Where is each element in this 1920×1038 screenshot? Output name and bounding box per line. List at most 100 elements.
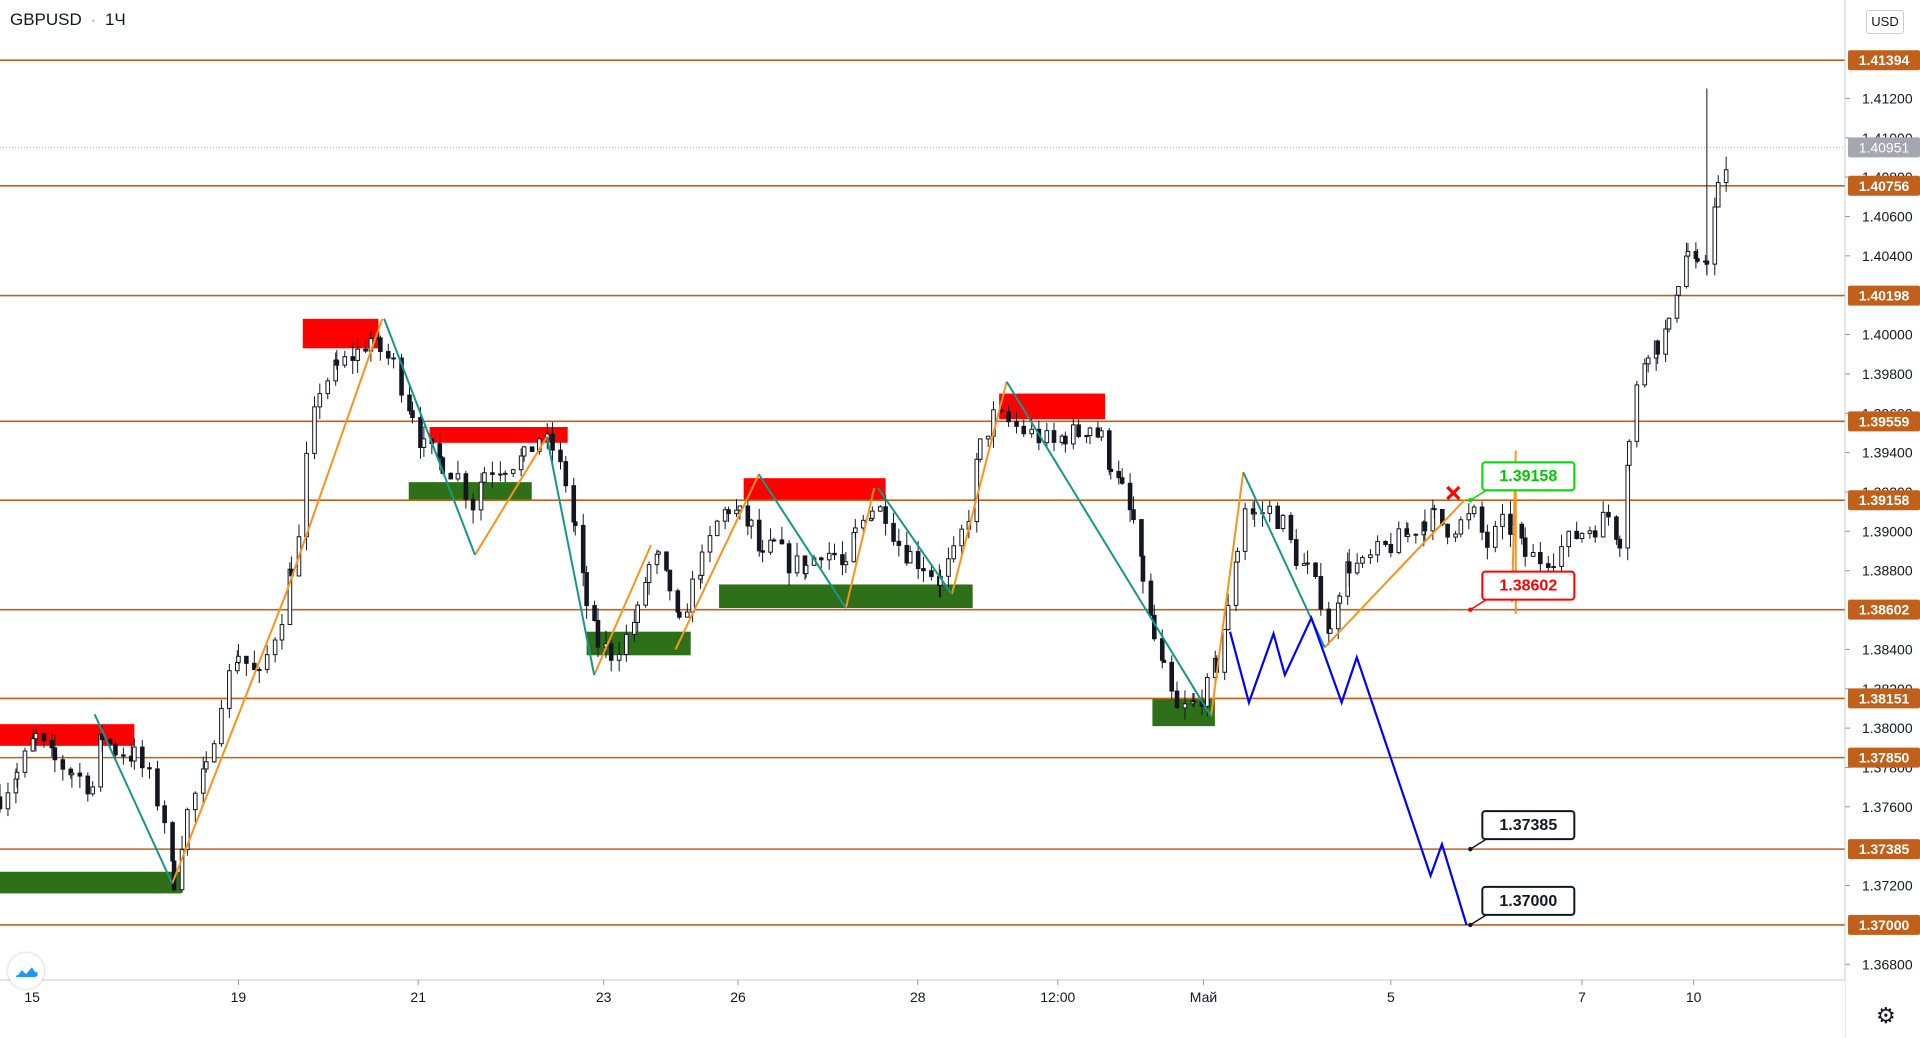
x-tick-label: 7 [1578,989,1586,1005]
forecast-labels-layer: 1.39158 1.38602 1.37385 1.37000 [1468,461,1576,928]
candle-body [1119,477,1125,484]
zones-layer [0,318,1215,894]
candle-body [707,535,713,553]
callout-box [1481,810,1576,841]
candle-body [1538,551,1543,565]
candle-body [1676,285,1681,296]
candle-body [30,738,36,752]
candle-body [915,551,921,570]
impulse-up-line [674,473,760,650]
supply-zone [999,393,1106,420]
candle-body [771,539,777,542]
candle-body [794,555,800,574]
candle-body [1161,659,1167,663]
current-price-tag [1848,137,1920,158]
candle-body [803,564,809,575]
level-price-tag [1848,747,1920,768]
candle-body [1405,533,1411,537]
level-price-tag [1848,914,1920,935]
y-tick-label: 1.40000 [1862,327,1913,343]
currency-button[interactable]: USD [1866,10,1904,34]
candle-body [421,438,427,448]
symbol-name[interactable]: GBPUSD [10,10,82,29]
candle-body [1071,424,1076,445]
candle-body [977,438,983,460]
candle-body [1396,528,1402,554]
x-tick-label: 15 [24,989,40,1005]
level-price-label: 1.39559 [1859,413,1910,429]
callout-price-label: 1.38602 [1499,578,1557,595]
level-price-label: 1.40198 [1859,288,1910,304]
candle-body [1204,677,1210,707]
candle-body [49,740,55,749]
level-price-tag [1848,839,1920,860]
candle-body [1242,508,1248,552]
candle-body [1252,512,1257,515]
candle-body [1574,530,1579,539]
candle-body [1116,471,1122,479]
candles-layer [0,88,1729,893]
candle-body [1174,690,1180,709]
demand-zone [1152,698,1215,727]
candle-body [843,561,849,566]
candle-body [734,509,739,515]
candle-body [748,519,754,527]
interval-label[interactable]: 1Ч [104,10,126,29]
x-tick-label: 19 [231,989,247,1005]
impulse-down-line [757,473,847,609]
callout-pointer [1469,489,1487,501]
candle-body [959,528,964,547]
x-tick-label: 28 [910,989,926,1005]
level-price-tag [1848,490,1920,511]
candle-body [891,522,896,542]
candle-body [60,759,66,770]
candle-body [580,524,586,574]
impulse-down-line [383,318,476,556]
x-tick-label: Май [1190,989,1217,1005]
supply-zone [302,318,379,349]
candle-body [463,473,469,500]
y-tick-label: 1.39000 [1862,523,1913,539]
candle-body [684,611,690,618]
y-tick-label: 1.40600 [1862,208,1913,224]
demand-zone [408,482,532,500]
demand-zone [719,584,973,609]
candle-body [391,357,396,360]
candle-body [518,455,524,471]
candle-body [1579,532,1585,539]
candle-body [113,743,118,756]
candle-body [52,747,58,761]
forecast-path [1228,615,1468,926]
candle-body [179,848,185,891]
candle-body [219,707,224,745]
callout-anchor [1468,607,1473,612]
tradingview-logo-icon[interactable] [8,953,44,989]
candle-body [490,472,495,475]
candle-body [1600,511,1606,538]
candle-body [1354,562,1360,574]
candle-body [355,348,360,361]
x-tick-label: 5 [1387,989,1395,1005]
current-price-label: 1.40951 [1859,139,1910,155]
candle-body [529,446,535,453]
supply-zone [0,724,135,746]
candle-body [664,551,669,571]
candle-body [1432,508,1437,511]
callout-anchor [1468,922,1473,928]
candle-body [1288,514,1294,541]
candle-body [69,772,75,776]
candle-body [1127,482,1133,511]
gear-icon[interactable]: ⚙ [1876,1003,1896,1028]
candle-body [0,796,3,810]
candle-body [203,761,209,770]
candle-body [632,621,637,635]
impulse-up-line [1210,472,1245,717]
candle-body [185,809,190,850]
candle-body [482,472,487,483]
candle-body [418,417,423,448]
x-tick-label: 10 [1686,989,1702,1005]
candle-body [1222,629,1228,673]
candle-body [1485,531,1490,548]
candle-body [760,550,765,553]
